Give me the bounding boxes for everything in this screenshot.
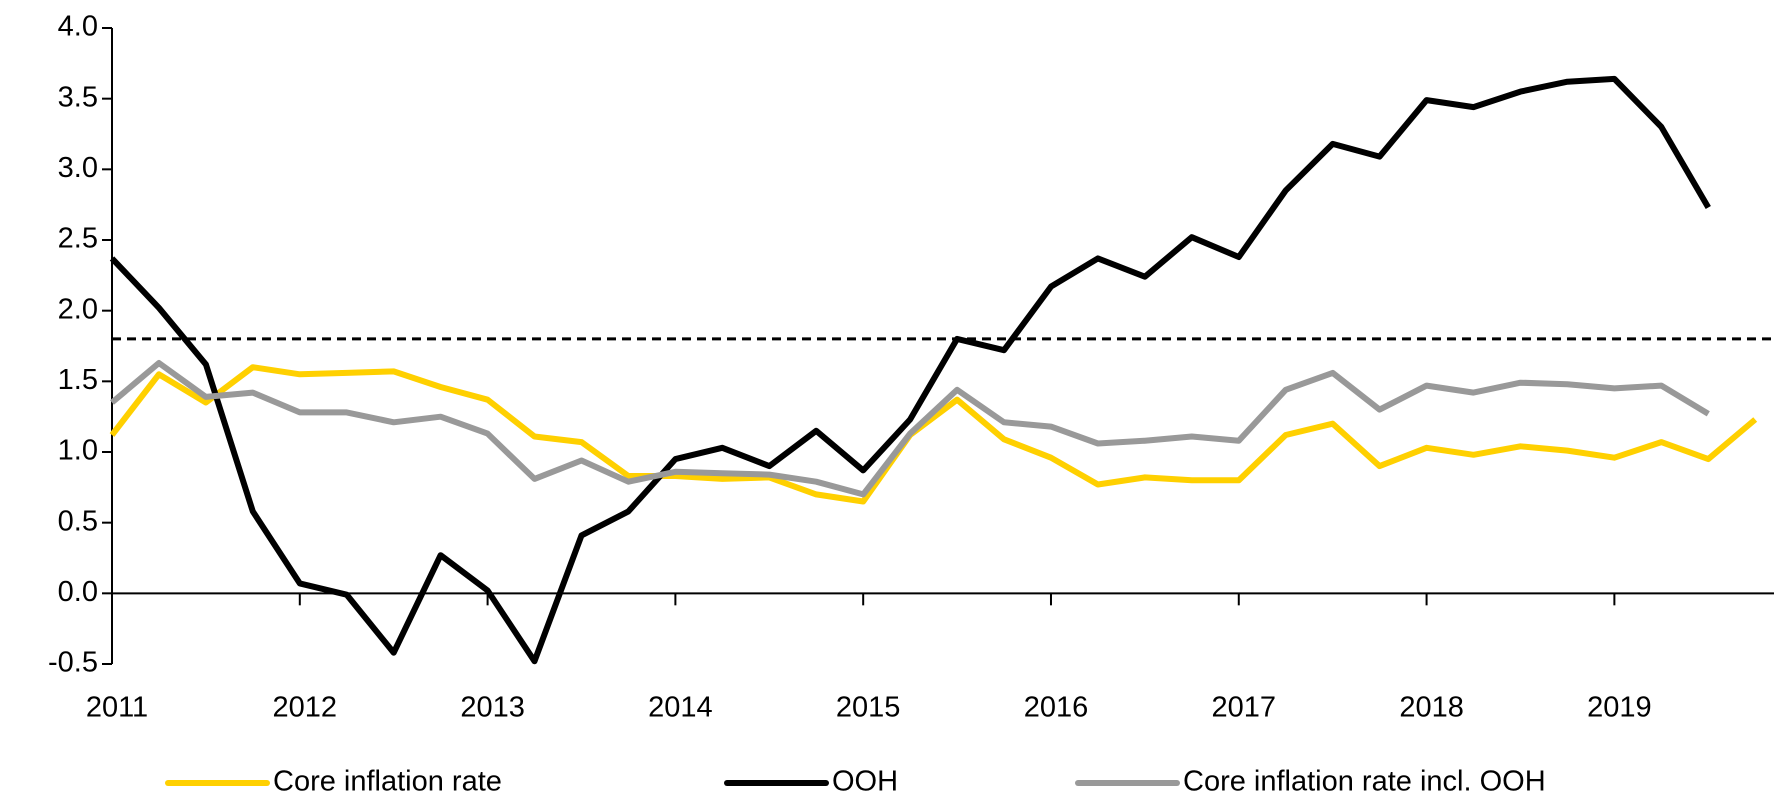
x-tick-label: 2013 — [460, 692, 525, 724]
y-tick-label: 1.0 — [58, 435, 98, 467]
y-tick-label: 0.0 — [58, 576, 98, 608]
y-tick-label: -0.5 — [48, 647, 98, 679]
legend-label: OOH — [832, 766, 898, 798]
y-tick-label: 0.5 — [58, 505, 98, 537]
y-tick-label: 3.5 — [58, 81, 98, 113]
legend-label: Core inflation rate — [273, 766, 502, 798]
x-tick-label: 2012 — [273, 692, 338, 724]
y-tick-label: 1.5 — [58, 364, 98, 396]
x-tick-label: 2017 — [1212, 692, 1277, 724]
x-tick-label: 2011 — [86, 692, 148, 724]
series-line — [110, 360, 1710, 498]
x-tick-label: 2016 — [1024, 692, 1089, 724]
series-line — [109, 364, 1758, 505]
series-line — [109, 75, 1711, 665]
x-tick-label: 2019 — [1587, 692, 1652, 724]
x-tick-label: 2015 — [836, 692, 901, 724]
legend-label: Core inflation rate incl. OOH — [1183, 766, 1546, 798]
x-tick-label: 2014 — [648, 692, 713, 724]
y-tick-label: 4.0 — [58, 11, 98, 43]
y-tick-label: 2.5 — [58, 223, 98, 255]
x-tick-label: 2018 — [1399, 692, 1464, 724]
y-tick-label: 3.0 — [58, 152, 98, 184]
y-tick-label: 2.0 — [58, 293, 98, 325]
